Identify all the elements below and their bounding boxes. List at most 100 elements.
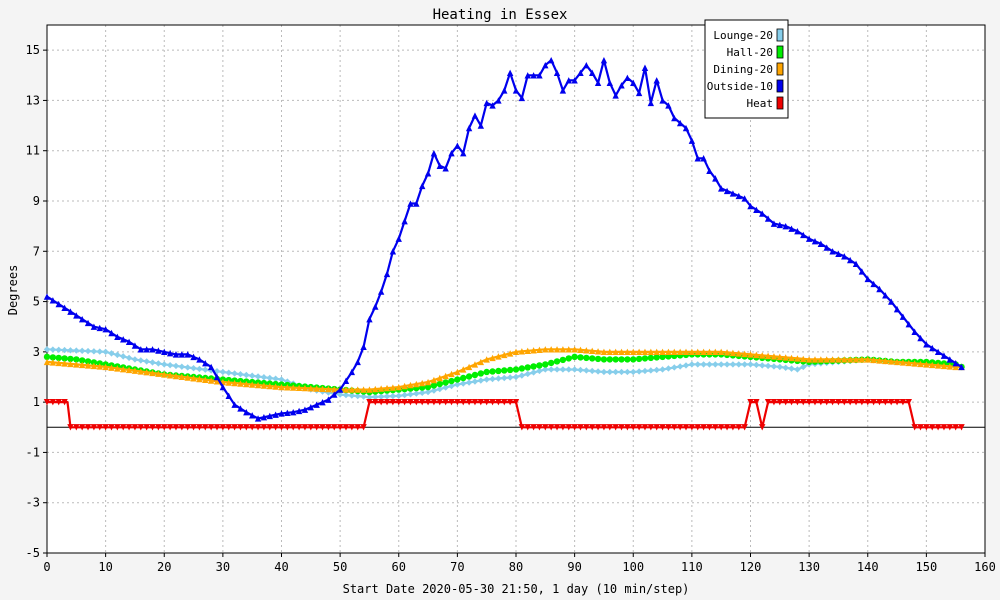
data-point-heat <box>594 424 602 431</box>
data-point-dining-20 <box>325 385 332 393</box>
data-point-dining-20 <box>800 355 807 363</box>
data-point-heat <box>465 398 473 406</box>
data-point-hall-20 <box>501 367 508 374</box>
x-tick-label: 120 <box>740 560 762 574</box>
data-point-outside-10 <box>682 124 690 132</box>
data-point-dining-20 <box>647 348 655 356</box>
data-point-outside-10 <box>565 77 572 84</box>
data-point-outside-10 <box>419 182 426 190</box>
data-point-hall-20 <box>430 382 438 389</box>
data-point-dining-20 <box>805 356 813 363</box>
data-point-outside-10 <box>958 363 965 371</box>
data-point-dining-20 <box>583 347 590 354</box>
data-point-hall-20 <box>43 353 51 361</box>
x-tick-label: 80 <box>509 560 523 574</box>
data-point-lounge-20 <box>571 366 578 373</box>
data-point-outside-10 <box>870 280 877 288</box>
data-point-outside-10 <box>817 240 825 247</box>
data-point-heat <box>512 398 520 406</box>
data-point-heat <box>542 424 549 431</box>
data-point-heat <box>73 424 80 431</box>
data-point-heat <box>934 424 942 431</box>
data-point-hall-20 <box>61 355 68 362</box>
data-point-dining-20 <box>207 377 215 384</box>
data-point-outside-10 <box>213 373 221 381</box>
data-point-lounge-20 <box>723 361 731 368</box>
data-point-lounge-20 <box>149 359 156 366</box>
data-point-outside-10 <box>120 336 127 343</box>
data-point-dining-20 <box>565 346 572 353</box>
data-point-heat <box>893 398 901 406</box>
data-point-dining-20 <box>788 354 795 362</box>
data-point-dining-20 <box>700 348 707 356</box>
data-point-heat <box>155 424 162 431</box>
x-tick-label: 150 <box>916 560 938 574</box>
data-point-heat <box>917 424 924 431</box>
data-point-heat <box>852 398 860 406</box>
data-point-dining-20 <box>73 361 80 368</box>
data-point-lounge-20 <box>419 389 426 397</box>
data-point-lounge-20 <box>348 392 356 399</box>
data-point-hall-20 <box>577 354 584 361</box>
data-point-outside-10 <box>90 323 98 330</box>
data-point-lounge-20 <box>676 363 684 370</box>
data-point-heat <box>360 424 367 431</box>
data-point-dining-20 <box>518 348 526 355</box>
data-point-lounge-20 <box>131 356 139 363</box>
data-point-outside-10 <box>946 356 954 363</box>
data-point-lounge-20 <box>542 366 549 373</box>
data-point-outside-10 <box>471 112 479 119</box>
data-point-outside-10 <box>149 346 156 353</box>
data-point-dining-20 <box>512 348 520 356</box>
data-point-lounge-20 <box>747 361 754 368</box>
data-point-outside-10 <box>125 338 133 345</box>
data-point-dining-20 <box>131 367 139 374</box>
data-point-dining-20 <box>49 359 57 366</box>
data-point-hall-20 <box>606 356 613 363</box>
data-point-outside-10 <box>307 403 315 411</box>
x-tick-label: 70 <box>450 560 464 574</box>
data-point-heat <box>131 424 139 431</box>
data-point-heat <box>888 398 895 406</box>
series-dining-20 <box>43 346 965 393</box>
data-point-dining-20 <box>319 385 326 393</box>
data-point-lounge-20 <box>495 375 502 382</box>
data-point-hall-20 <box>641 355 649 362</box>
legend-label-heat: Heat <box>747 97 774 110</box>
data-point-outside-10 <box>237 405 244 412</box>
data-point-dining-20 <box>55 359 62 367</box>
data-point-lounge-20 <box>630 368 637 376</box>
data-point-heat <box>688 424 696 431</box>
y-tick-label: -3 <box>26 496 40 510</box>
data-point-lounge-20 <box>506 374 514 381</box>
data-point-outside-10 <box>436 162 443 169</box>
data-point-heat <box>413 398 420 406</box>
x-tick-label: 0 <box>43 560 50 574</box>
data-point-hall-20 <box>506 366 514 374</box>
data-point-lounge-20 <box>448 382 455 390</box>
data-point-dining-20 <box>888 358 895 365</box>
data-point-outside-10 <box>905 321 912 328</box>
data-point-dining-20 <box>829 356 836 363</box>
data-point-dining-20 <box>612 348 619 356</box>
data-point-outside-10 <box>594 79 602 87</box>
data-point-heat <box>653 424 660 431</box>
data-point-dining-20 <box>835 356 842 363</box>
legend-swatch-hall-20 <box>776 45 784 59</box>
data-point-dining-20 <box>952 363 959 371</box>
data-point-outside-10 <box>893 305 901 313</box>
data-point-outside-10 <box>659 97 666 104</box>
data-point-dining-20 <box>536 346 543 354</box>
data-point-dining-20 <box>372 385 379 393</box>
data-point-outside-10 <box>911 328 918 335</box>
data-point-heat <box>178 424 186 431</box>
data-point-outside-10 <box>184 351 191 358</box>
legend-label-outside-10: Outside-10 <box>707 80 773 93</box>
data-point-heat <box>706 424 713 431</box>
data-point-hall-20 <box>454 376 461 383</box>
data-point-dining-20 <box>846 356 854 363</box>
data-point-lounge-20 <box>489 375 496 383</box>
data-point-outside-10 <box>190 353 197 361</box>
data-point-heat <box>90 424 98 431</box>
data-point-outside-10 <box>759 210 766 217</box>
